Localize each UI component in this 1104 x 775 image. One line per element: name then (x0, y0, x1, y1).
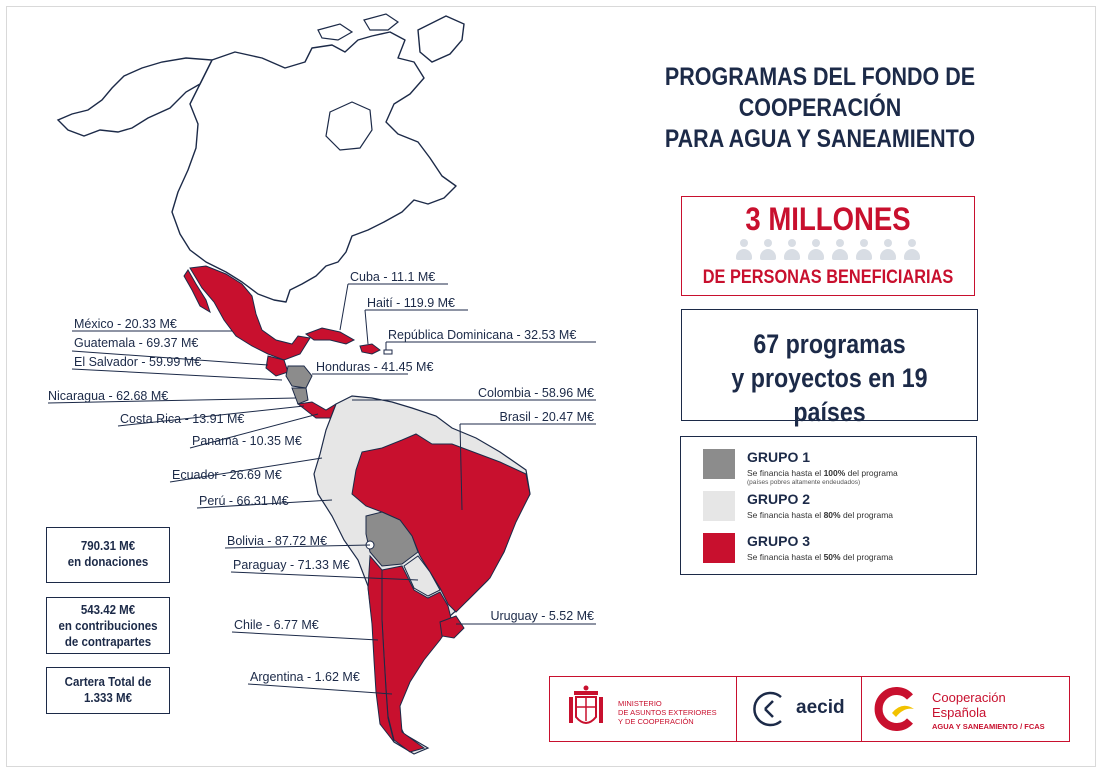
cuba-shape (304, 327, 356, 345)
total-box: Cartera Total de 1.333 M€ (46, 667, 170, 714)
beneficiaries-box: 3 MILLONES DE PERSONAS BENEFICIARIAS (681, 196, 975, 296)
ministry-name: MINISTERIO DE ASUNTOS EXTERIORES Y DE CO… (618, 699, 717, 726)
cooperacion-espanola-wordmark: Cooperación Española (932, 690, 1006, 720)
legend-note: (países pobres altamente endeudados) (747, 479, 861, 486)
legend-title: GRUPO 1 (747, 449, 811, 465)
arctic-island-2 (363, 13, 400, 31)
beneficiaries-headline: 3 MILLONES (745, 201, 911, 237)
nicaragua-shape (291, 387, 309, 405)
country-label-panama: Panamá - 10.35 M€ (192, 434, 302, 448)
argentina-shape (381, 565, 453, 753)
programs-box: 67 programas y proyectos en 19 países (681, 309, 978, 427)
country-label-argentina: Argentina - 1.62 M€ (250, 670, 360, 684)
logo-divider (736, 677, 737, 741)
programs-line-2: y proyectos en 19 países (731, 363, 928, 427)
counterpart-label-2: de contrapartes (64, 635, 152, 649)
person-icon (855, 239, 873, 261)
mexico-shape (189, 265, 311, 361)
donations-label: en donaciones (67, 555, 149, 569)
baja-california-shape (183, 269, 211, 314)
total-label: Cartera Total de (64, 675, 152, 689)
country-label-ecuador: Ecuador - 26.69 M€ (172, 468, 282, 482)
country-label-brasil: Brasil - 20.47 M€ (500, 410, 595, 424)
legend-desc: Se financia hasta el 50% del programa (747, 552, 894, 562)
greenland-landmass (417, 15, 465, 63)
person-icon (735, 239, 753, 261)
honduras-shape (285, 365, 313, 389)
country-label-paraguay: Paraguay - 71.33 M€ (233, 558, 350, 572)
counterpart-amount: 543.42 M€ (80, 603, 136, 617)
donations-box: 790.31 M€ en donaciones (46, 527, 170, 583)
legend-title: GRUPO 2 (747, 491, 811, 507)
logos-banner: MINISTERIO DE ASUNTOS EXTERIORES Y DE CO… (549, 676, 1070, 742)
legend-title: GRUPO 3 (747, 533, 811, 549)
programs-line-1: 67 programas (753, 329, 906, 359)
country-label-dominicana: República Dominicana - 32.53 M€ (388, 328, 576, 342)
paraguay-shape (403, 555, 441, 597)
country-label-mexico: México - 20.33 M€ (74, 317, 177, 331)
country-label-costa-rica: Costa Rica - 13.91 M€ (120, 412, 244, 426)
person-icon (807, 239, 825, 261)
country-labels: México - 20.33 M€ Guatemala - 69.37 M€ El … (48, 270, 594, 684)
legend-swatch (703, 449, 735, 479)
person-icon (783, 239, 801, 261)
spain-coat-of-arms-icon (569, 685, 603, 724)
page-frame (6, 6, 1096, 767)
cooperacion-espanola-logo-icon (874, 687, 914, 731)
country-label-guatemala: Guatemala - 69.37 M€ (74, 336, 198, 350)
country-label-peru: Perú - 66.31 M€ (199, 494, 289, 508)
aecid-logo-icon (753, 691, 782, 727)
legend-desc: Se financia hasta el 100% del programa (747, 468, 898, 478)
person-icon (903, 239, 921, 261)
hispaniola-shape (359, 343, 381, 355)
country-label-chile: Chile - 6.77 M€ (234, 618, 319, 632)
legend-desc: Se financia hasta el 80% del programa (747, 510, 894, 520)
country-label-cuba: Cuba - 11.1 M€ (350, 270, 435, 284)
alaska-landmass (56, 57, 214, 137)
logo-divider (861, 677, 862, 741)
country-label-honduras: Honduras - 41.45 M€ (316, 360, 433, 374)
uruguay-shape (439, 615, 465, 639)
counterpart-box: 543.42 M€ en contribuciones de contrapar… (46, 597, 170, 654)
person-icon (759, 239, 777, 261)
person-icon (879, 239, 897, 261)
country-label-nicaragua: Nicaragua - 62.68 M€ (48, 389, 168, 403)
legend-swatch (703, 491, 735, 521)
title-line-1: PROGRAMAS DEL FONDO DE COOPERACIÓN (664, 63, 976, 122)
country-label-colombia: Colombia - 58.96 M€ (478, 386, 594, 400)
country-label-uruguay: Uruguay - 5.52 M€ (490, 609, 594, 623)
title-line-2: PARA AGUA Y SANEAMIENTO (664, 125, 976, 153)
north-america-landmass (171, 31, 457, 303)
people-icons (682, 239, 974, 265)
country-label-haiti: Haití - 119.9 M€ (367, 296, 455, 310)
leader-lines (47, 283, 596, 695)
legend-swatch (703, 533, 735, 563)
beneficiaries-subline: DE PERSONAS BENEFICIARIAS (702, 267, 954, 288)
chile-shape (367, 554, 395, 743)
puerto-rico-shape (383, 349, 393, 355)
page-title: PROGRAMAS DEL FONDO DE COOPERACIÓN PARA … (596, 62, 1043, 155)
country-label-el-salvador: El Salvador - 59.99 M€ (74, 355, 201, 369)
hudson-bay (325, 101, 373, 151)
aecid-wordmark: aecid (796, 697, 845, 718)
counterpart-label-1: en contribuciones (58, 619, 158, 633)
group-legend: GRUPO 1 Se financia hasta el 100% del pr… (680, 436, 977, 575)
person-icon (831, 239, 849, 261)
arctic-island-1 (317, 23, 354, 41)
total-amount: 1.333 M€ (84, 691, 132, 705)
country-label-bolivia: Bolivia - 87.72 M€ (227, 534, 327, 548)
fcas-wordmark: AGUA Y SANEAMIENTO / FCAS (932, 722, 1045, 731)
donations-amount: 790.31 M€ (80, 539, 136, 553)
guatemala-shape (265, 355, 289, 377)
